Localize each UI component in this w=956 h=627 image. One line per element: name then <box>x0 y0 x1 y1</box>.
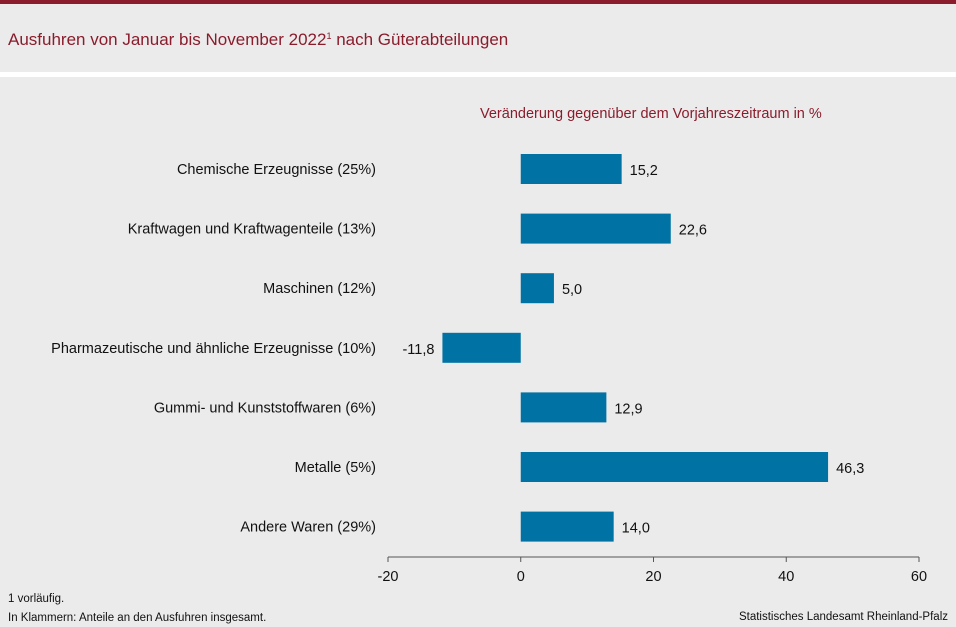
chart-subtitle: Veränderung gegenüber dem Vorjahreszeitr… <box>480 106 822 122</box>
title-footnote-mark: 1 <box>326 31 332 41</box>
x-tick-label: 40 <box>778 569 794 585</box>
source-credit: Statistisches Landesamt Rheinland-Pfalz <box>738 611 948 623</box>
category-label: Metalle (5%) <box>295 460 376 476</box>
chart-title: Ausfuhren von Januar bis November 20221 … <box>8 30 508 50</box>
top-accent-bar <box>0 0 956 4</box>
category-label: Pharmazeutische und ähnliche Erzeugnisse… <box>51 341 376 357</box>
x-tick-label: 60 <box>911 569 927 585</box>
bar <box>520 213 671 244</box>
value-label: 22,6 <box>679 223 707 239</box>
x-tick-label: -20 <box>378 569 399 585</box>
x-tick-label: 0 <box>517 569 525 585</box>
category-label: Chemische Erzeugnisse (25%) <box>177 162 376 178</box>
bar <box>520 511 614 542</box>
title-separator <box>0 72 956 77</box>
value-label: 15,2 <box>630 163 658 179</box>
category-label: Gummi- und Kunststoffwaren (6%) <box>154 400 376 416</box>
value-label: 12,9 <box>614 401 642 417</box>
chart-title-suffix: nach Güterabteilungen <box>331 30 509 49</box>
category-label: Maschinen (12%) <box>263 281 376 297</box>
footnote-shares: In Klammern: Anteile an den Ausfuhren in… <box>8 612 267 624</box>
value-label: 5,0 <box>562 282 582 298</box>
bar <box>442 332 521 363</box>
footnote-preliminary: 1 vorläufig. <box>8 593 65 605</box>
x-tick-label: 20 <box>645 569 661 585</box>
value-label: 46,3 <box>836 461 864 477</box>
bar <box>520 452 829 482</box>
category-label: Andere Waren (29%) <box>240 520 376 536</box>
value-label: 14,0 <box>622 521 650 537</box>
bar <box>520 273 554 304</box>
bar <box>520 154 622 184</box>
chart-title-text: Ausfuhren von Januar bis November 2022 <box>8 30 327 49</box>
category-label: Kraftwagen und Kraftwagenteile (13%) <box>128 222 376 238</box>
bar <box>520 392 607 423</box>
value-label: -11,8 <box>402 342 434 358</box>
